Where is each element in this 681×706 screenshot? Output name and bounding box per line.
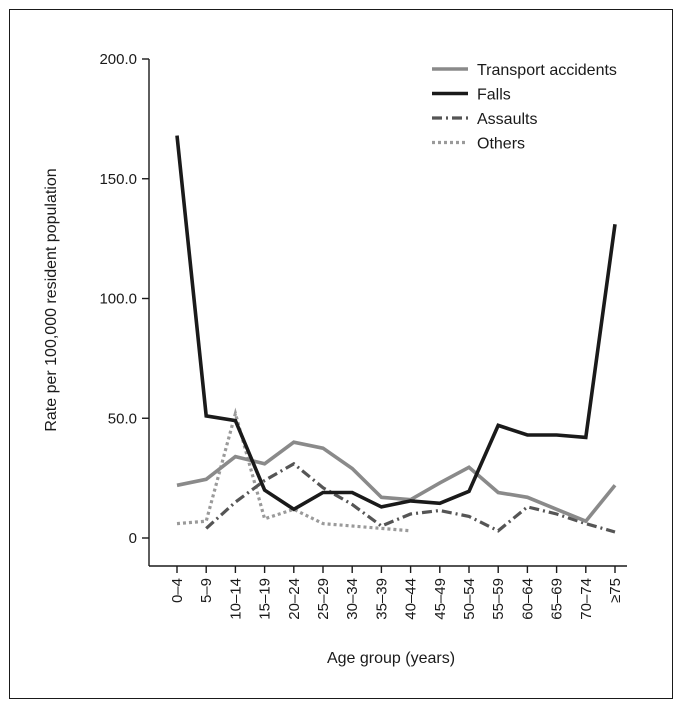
x-tick-label: 5–9 xyxy=(198,578,215,603)
x-tick-label: 10–14 xyxy=(227,578,244,620)
series-line-assaults xyxy=(205,461,616,534)
x-tick-label: 0–4 xyxy=(169,578,186,603)
legend-label: Falls xyxy=(477,87,511,104)
x-tick-label: 40–44 xyxy=(403,578,420,620)
x-tick-label: 15–19 xyxy=(257,578,274,620)
x-tick-label: 70–74 xyxy=(578,578,595,620)
series-line-others xyxy=(176,407,411,533)
y-tick-label: 100.0 xyxy=(99,291,137,308)
x-tick-label: 50–54 xyxy=(461,578,478,620)
legend-label: Transport accidents xyxy=(477,62,617,79)
x-tick-label: 65–69 xyxy=(549,578,566,620)
x-tick-label: ≥75 xyxy=(607,578,624,603)
x-tick-label: 35–39 xyxy=(373,578,390,620)
x-axis: 0–4 5–9 10–14 15–19 20–24 25–29 30–34 35–39 40–4… xyxy=(149,565,627,620)
series-lines xyxy=(175,135,617,534)
legend-label: Assaults xyxy=(477,111,537,128)
series-line-falls xyxy=(175,135,617,512)
x-tick-label: 30–34 xyxy=(344,578,361,620)
x-tick-label: 45–49 xyxy=(432,578,449,620)
series-line-transport-accidents xyxy=(176,440,617,524)
x-tick-label: 55–59 xyxy=(490,578,507,620)
y-tick-label: 0 xyxy=(129,530,137,547)
x-tick-label: 25–29 xyxy=(315,578,332,620)
y-axis: 0 50.0 100.0 150.0 200.0 xyxy=(99,51,150,566)
y-tick-label: 200.0 xyxy=(99,51,137,68)
x-axis-title: Age group (years) xyxy=(327,650,455,667)
y-tick-label: 50.0 xyxy=(108,410,137,427)
x-tick-label: 60–64 xyxy=(519,578,536,620)
y-tick-label: 150.0 xyxy=(99,171,137,188)
x-tick-label: 20–24 xyxy=(286,578,303,620)
legend-label: Others xyxy=(477,136,525,153)
y-axis-title: Rate per 100,000 resident population xyxy=(43,168,60,431)
figure-frame xyxy=(9,9,673,699)
legend: Transport accidents Falls Assaults Others xyxy=(432,62,617,153)
